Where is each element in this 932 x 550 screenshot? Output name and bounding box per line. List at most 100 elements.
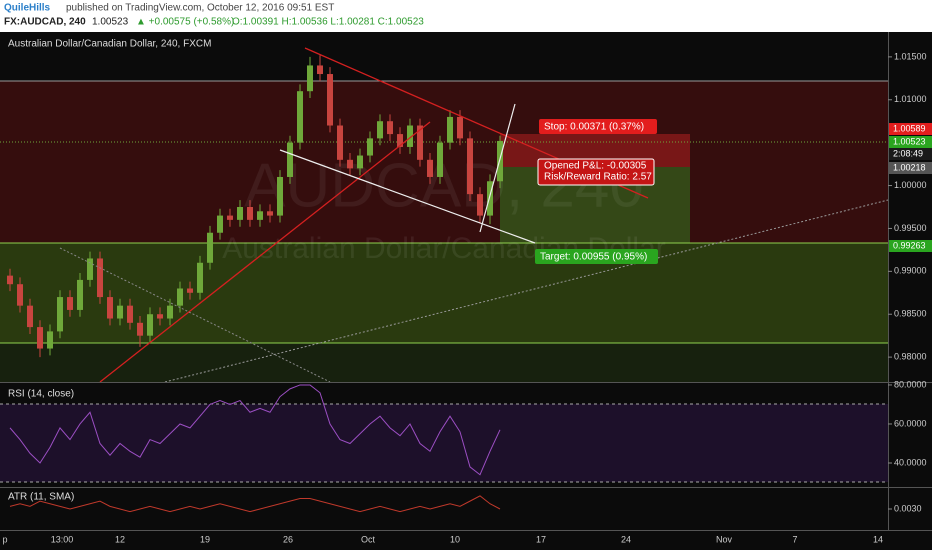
candle-body: [477, 194, 483, 216]
x-tick-label: Oct: [361, 534, 376, 544]
candle-body: [177, 288, 183, 306]
y-tick-label: 0.99500: [894, 223, 927, 233]
price-flag: 0.99263: [893, 240, 926, 250]
candle-body: [357, 155, 363, 169]
x-tick-label: 24: [621, 534, 631, 544]
candle-body: [277, 176, 283, 216]
x-tick-label: 13:00: [51, 534, 74, 544]
candle-body: [7, 275, 13, 285]
candle-body: [427, 159, 433, 177]
candle-body: [77, 279, 83, 310]
ohlc: O:1.00391 H:1.00536 L:1.00281 C:1.00523: [232, 17, 424, 28]
y-tick-label: 0.99000: [894, 266, 927, 276]
rsi-line: [9, 384, 501, 476]
symbol: FX:AUDCAD, 240: [4, 17, 86, 28]
y-tick-label: 0.98500: [894, 309, 927, 319]
stop-label-bg: [539, 119, 657, 134]
rsi-title: RSI (14, close): [8, 389, 74, 400]
candle-body: [307, 65, 313, 92]
candle-body: [367, 138, 373, 156]
candle-body: [37, 327, 43, 349]
candle-body: [117, 305, 123, 319]
x-tick-label: 10: [450, 534, 460, 544]
x-tick-label: 7: [792, 534, 797, 544]
candle-body: [437, 142, 443, 177]
candle-body: [47, 331, 53, 349]
price-flag-bg: [889, 148, 932, 160]
candle-body: [297, 91, 303, 143]
candle-body: [27, 305, 33, 328]
price-flag: 1.00218: [893, 162, 926, 172]
stop-label: Stop: 0.00371 (0.37%): [544, 122, 644, 133]
candle-body: [97, 258, 103, 298]
candle-body: [467, 138, 473, 195]
candle-body: [347, 159, 353, 169]
candle-body: [287, 142, 293, 177]
y-tick-label: 1.00000: [894, 180, 927, 190]
target-label-bg: [535, 249, 658, 264]
candle-body: [187, 288, 193, 293]
candle-body: [337, 125, 343, 160]
x-tick-label: Nov: [716, 534, 733, 544]
price-flag: 2:08:49: [893, 148, 923, 158]
dotted-line: [164, 199, 889, 383]
price-flag: 1.00589: [893, 123, 926, 133]
x-tick-label: 12: [115, 534, 125, 544]
y-tick-label: 80.0000: [894, 379, 927, 389]
candle-body: [237, 207, 243, 220]
change: ▲ +0.00575 (+0.58%): [136, 17, 234, 28]
candle-body: [447, 116, 453, 143]
atr-line: [9, 495, 501, 513]
candle-body: [257, 211, 263, 220]
channel-line: [479, 103, 516, 233]
candle-body: [57, 297, 63, 332]
candle-body: [137, 322, 143, 336]
price-flag: 1.00523: [893, 136, 926, 146]
pnl-label: Opened P&L: -0.00305: [544, 161, 647, 172]
candle-body: [107, 297, 113, 319]
candle-body: [197, 262, 203, 293]
y-tick-label: 0.0030: [894, 503, 922, 513]
y-tick-label: 60.0000: [894, 418, 927, 428]
candle-body: [407, 125, 413, 147]
candle-body: [267, 211, 273, 216]
candle-body: [377, 121, 383, 139]
risk-zone: [0, 81, 888, 243]
price-flag-bg: [889, 162, 932, 174]
price-flag-bg: [889, 136, 932, 148]
lower-zone: [0, 343, 888, 382]
y-tick-label: 0.98000: [894, 351, 927, 361]
atr-title: ATR (11, SMA): [8, 492, 74, 503]
candle-body: [217, 215, 223, 233]
candle-body: [227, 215, 233, 220]
trend-line: [99, 121, 431, 383]
chart-title: Australian Dollar/Canadian Dollar, 240, …: [8, 39, 211, 50]
published: published on TradingView.com, October 12…: [66, 3, 334, 14]
candle-body: [157, 314, 163, 319]
candle-body: [207, 232, 213, 263]
candle-body: [387, 121, 393, 135]
rsi-band: [0, 404, 888, 482]
price-flag-bg: [889, 123, 932, 135]
author[interactable]: QuileHills: [4, 3, 51, 14]
target-label: Target: 0.00955 (0.95%): [540, 252, 647, 263]
pnl-box: [537, 158, 655, 186]
candle-body: [167, 305, 173, 319]
candle-body: [147, 314, 153, 336]
candle-body: [327, 74, 333, 126]
x-tick-label: 17: [536, 534, 546, 544]
y-tick-label: 1.01500: [894, 51, 927, 61]
candle-body: [87, 258, 93, 280]
x-tick-label: p: [2, 534, 7, 544]
candle-body: [67, 297, 73, 310]
candle-body: [487, 181, 493, 216]
y-tick-label: 1.01000: [894, 94, 927, 104]
candle-body: [17, 284, 23, 306]
x-tick-label: 14: [873, 534, 883, 544]
y-tick-label: 40.0000: [894, 457, 927, 467]
rr-label: Risk/Reward Ratio: 2.57: [544, 172, 652, 183]
candle-body: [317, 65, 323, 75]
x-tick-label: 26: [283, 534, 293, 544]
